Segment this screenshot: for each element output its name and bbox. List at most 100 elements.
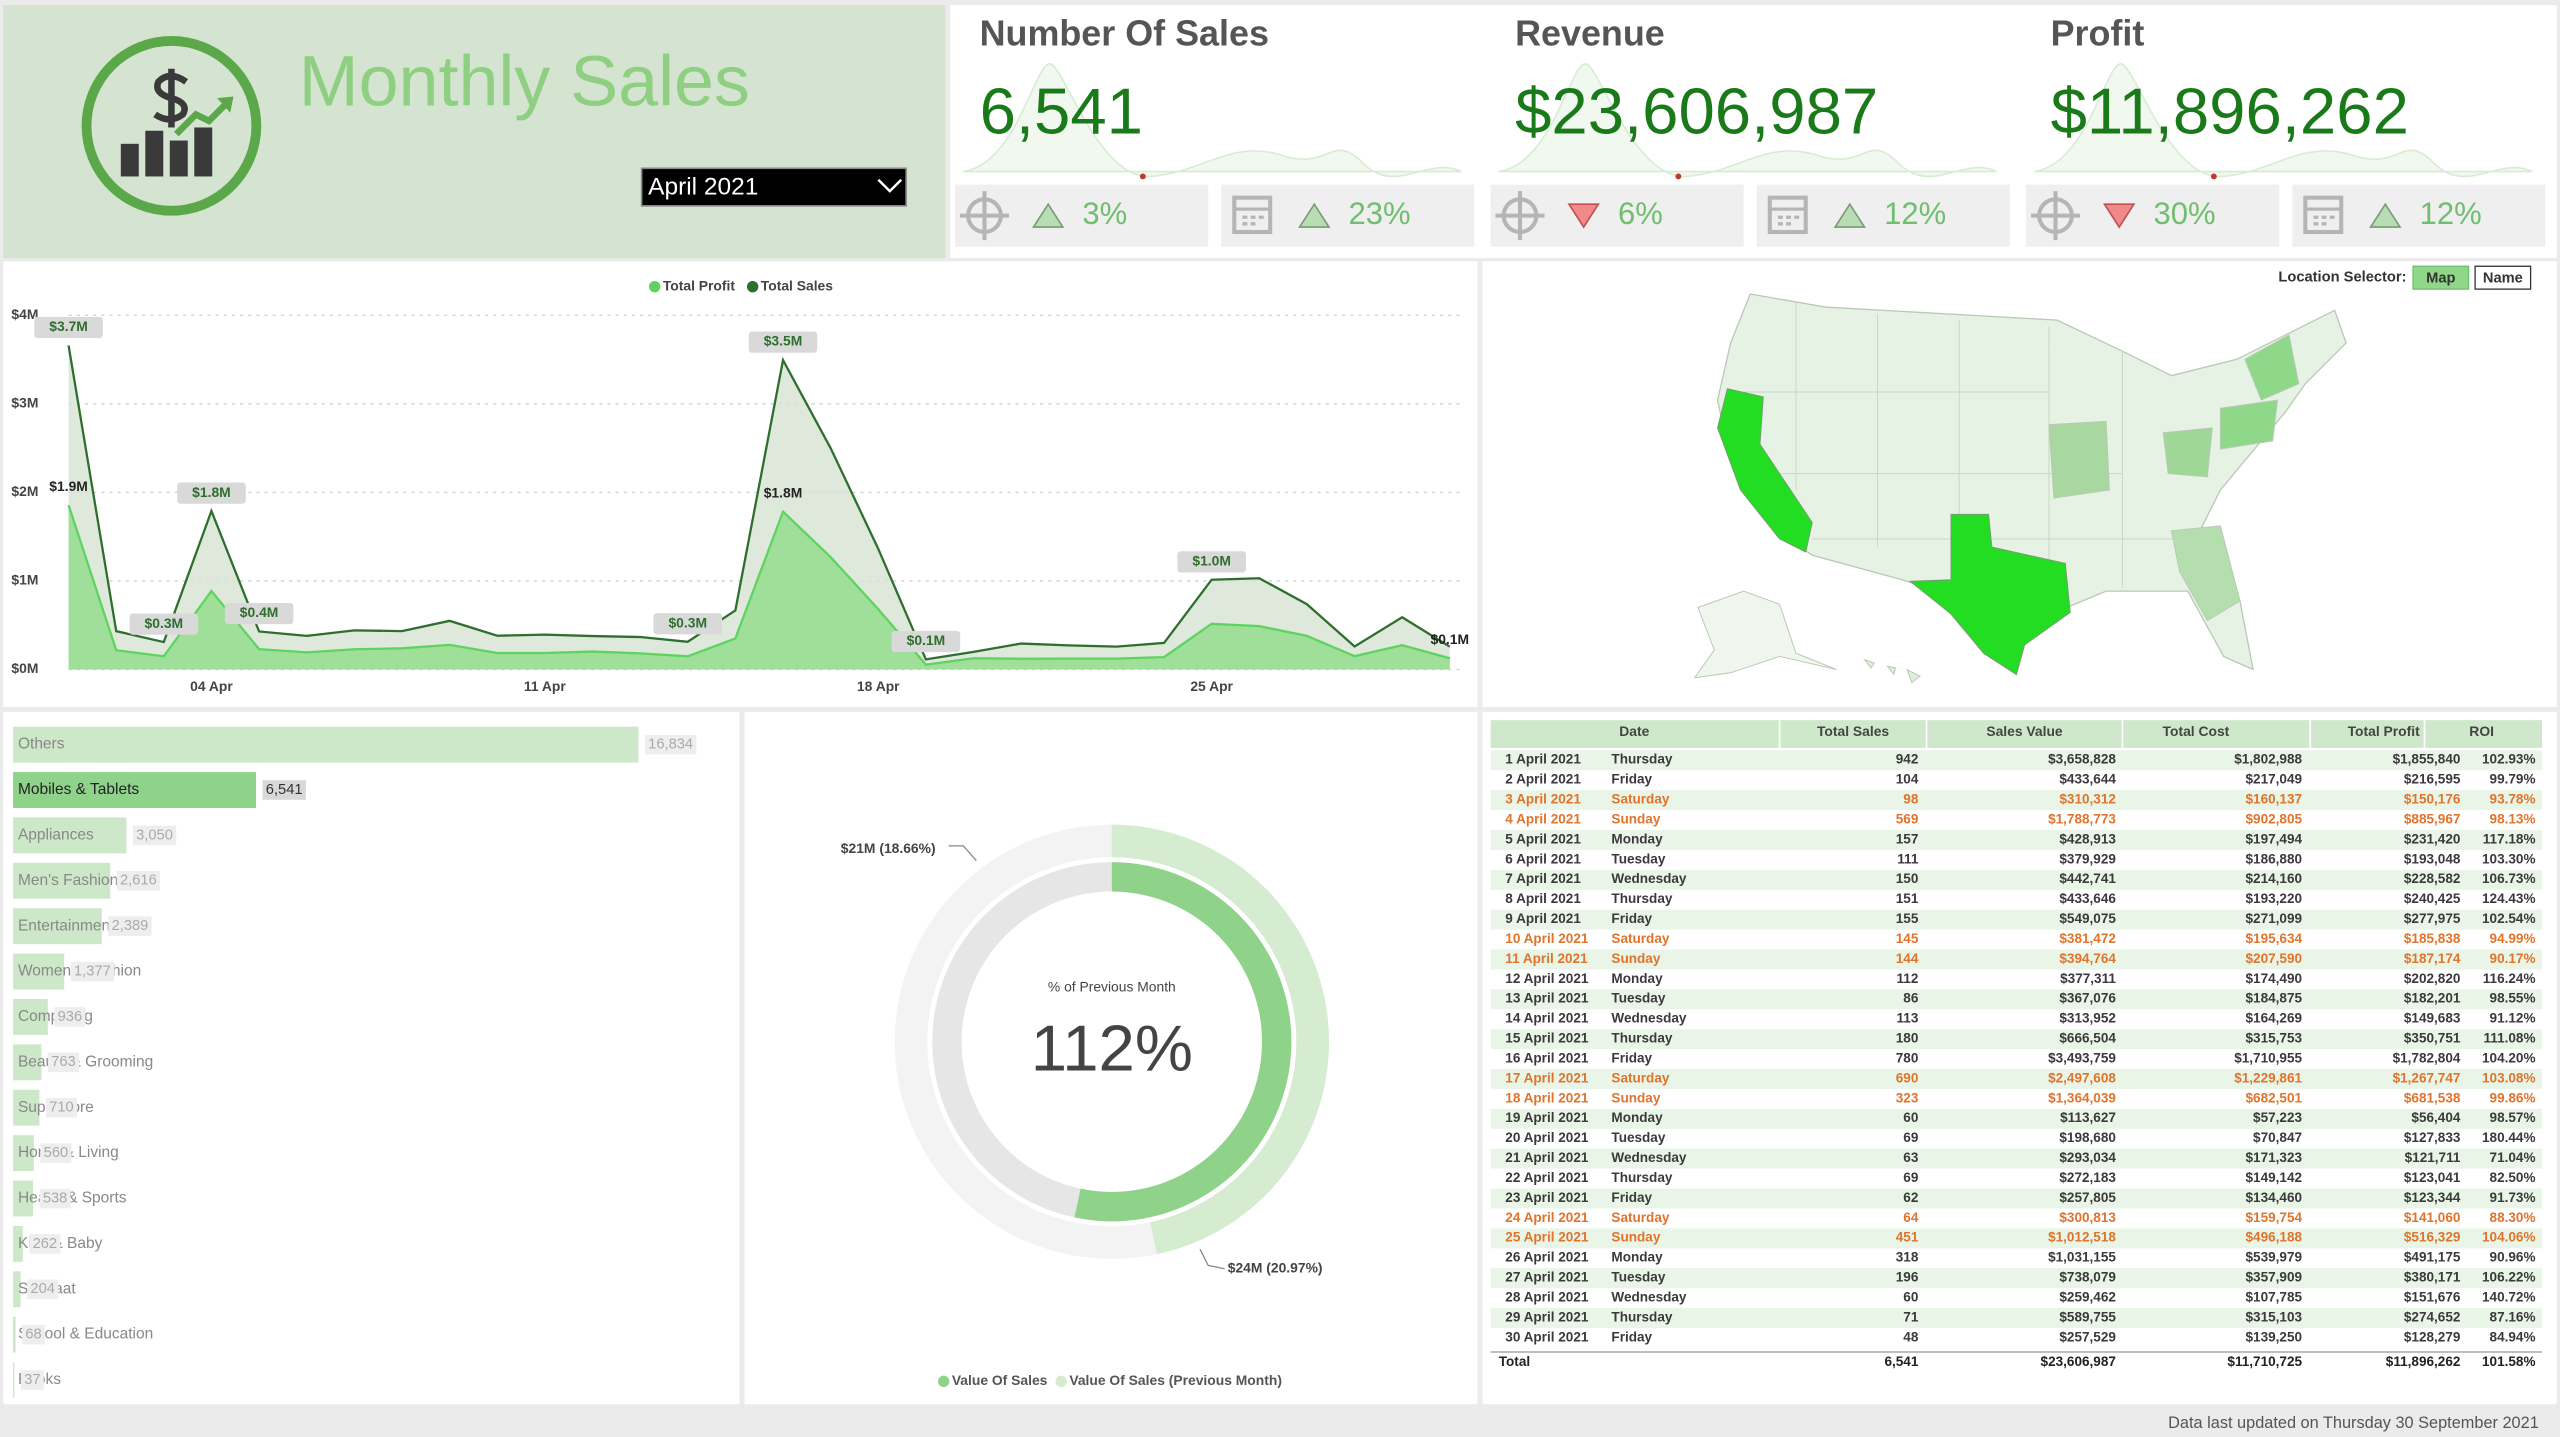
target-icon bbox=[1495, 191, 1545, 241]
table-cell: 90.96% bbox=[2490, 1250, 2536, 1265]
table-cell: 569 bbox=[1896, 811, 1919, 826]
period-value[interactable]: April 2021 bbox=[648, 173, 758, 200]
bar-value-box bbox=[47, 1052, 79, 1073]
table-cell: $1,855,840 bbox=[2393, 752, 2461, 767]
bar-value-box bbox=[132, 825, 177, 846]
target-icon bbox=[2031, 191, 2080, 241]
table-cell: 99.86% bbox=[2490, 1090, 2536, 1105]
sparkline bbox=[1498, 63, 1998, 178]
bar[interactable] bbox=[13, 1225, 23, 1262]
table-cell: $433,646 bbox=[2059, 891, 2116, 906]
table-cell: Tuesday bbox=[1611, 991, 1665, 1006]
row-band bbox=[1490, 869, 2543, 890]
table-cell: Saturday bbox=[1611, 1070, 1669, 1085]
bar-value-box bbox=[644, 734, 697, 755]
bar[interactable] bbox=[13, 817, 127, 854]
map-button-label[interactable]: Name bbox=[2483, 270, 2523, 286]
table-cell: $1,802,988 bbox=[2234, 752, 2302, 767]
bar[interactable] bbox=[13, 1135, 34, 1172]
bar[interactable] bbox=[13, 1316, 16, 1353]
bar-value-label: 710 bbox=[49, 1100, 74, 1116]
row-band bbox=[1490, 1308, 2543, 1328]
kpi-change: 12% bbox=[2420, 196, 2482, 231]
bar[interactable] bbox=[13, 726, 639, 763]
map-button-label[interactable]: Map bbox=[2426, 270, 2455, 286]
bar[interactable] bbox=[13, 1089, 40, 1126]
table-cell: $3,493,759 bbox=[2048, 1050, 2116, 1065]
calendar-icon bbox=[2305, 207, 2342, 226]
map-button[interactable] bbox=[2474, 265, 2532, 290]
table-cell: 14 April 2021 bbox=[1505, 1011, 1589, 1026]
table-cell: 21 April 2021 bbox=[1505, 1150, 1589, 1165]
bar[interactable] bbox=[13, 772, 257, 808]
bar-value-box bbox=[29, 1234, 61, 1254]
table-cell: $259,462 bbox=[2059, 1290, 2116, 1305]
bar-value-label: 936 bbox=[58, 1009, 83, 1025]
y-tick-label: $1M bbox=[11, 572, 38, 588]
table-cell: 4 April 2021 bbox=[1505, 811, 1581, 826]
table-cell: 690 bbox=[1896, 1070, 1919, 1085]
table-cell: $379,929 bbox=[2059, 851, 2116, 866]
data-label: $1.8M bbox=[192, 484, 231, 500]
bar-value-label: 37 bbox=[24, 1372, 40, 1388]
period-dropdown[interactable] bbox=[640, 167, 907, 207]
table-cell: 5 April 2021 bbox=[1505, 831, 1581, 846]
table-cell: $193,220 bbox=[2246, 891, 2303, 906]
bar[interactable] bbox=[13, 1180, 34, 1217]
table-cell: $367,076 bbox=[2059, 991, 2116, 1006]
table-cell: $159,754 bbox=[2246, 1210, 2303, 1225]
table-cell: Tuesday bbox=[1611, 851, 1665, 866]
table-cell: 8 April 2021 bbox=[1505, 891, 1581, 906]
column-header: Total Cost bbox=[2163, 723, 2230, 739]
bar-category: Men's Fashion bbox=[18, 872, 118, 889]
kpi-title: Revenue bbox=[1515, 13, 1665, 54]
table-cell: 15 April 2021 bbox=[1505, 1031, 1589, 1046]
kpi-change: 6% bbox=[1618, 196, 1663, 231]
table-cell: 71 bbox=[1903, 1309, 1919, 1324]
table-cell: 88.30% bbox=[2490, 1210, 2536, 1225]
table-cell: 84.94% bbox=[2490, 1329, 2536, 1344]
column-header: Total Sales bbox=[1817, 723, 1889, 739]
bar-value-box bbox=[39, 1188, 71, 1209]
table-cell: 60 bbox=[1903, 1110, 1918, 1125]
bar[interactable] bbox=[13, 953, 65, 990]
table-header bbox=[1490, 720, 2543, 748]
table-cell: 112 bbox=[1897, 971, 1919, 986]
bar[interactable] bbox=[13, 998, 48, 1035]
bar-value-box bbox=[116, 870, 161, 891]
data-label: $3.7M bbox=[49, 318, 88, 334]
kpi-change: 12% bbox=[1884, 196, 1946, 231]
table-cell: $257,529 bbox=[2059, 1329, 2116, 1344]
total-cell: 6,541 bbox=[1884, 1354, 1918, 1369]
row-band bbox=[1490, 750, 2543, 771]
row-band bbox=[1490, 1228, 2543, 1249]
table-cell: $377,311 bbox=[2060, 971, 2116, 986]
table-cell: $164,269 bbox=[2246, 1011, 2303, 1026]
y-tick-label: $3M bbox=[11, 394, 38, 410]
donut-center-label: % of Previous Month bbox=[1048, 979, 1176, 995]
table-cell: 942 bbox=[1896, 752, 1919, 767]
bar-value-box bbox=[45, 1097, 78, 1118]
sparkline bbox=[2034, 63, 2533, 178]
data-label-box bbox=[891, 630, 961, 653]
bar[interactable] bbox=[13, 862, 111, 899]
bar[interactable] bbox=[13, 908, 102, 945]
bar[interactable] bbox=[13, 1362, 15, 1399]
data-label: $0.3M bbox=[668, 614, 707, 630]
table-cell: 103.30% bbox=[2482, 851, 2535, 866]
kpi-title: Profit bbox=[2051, 13, 2145, 54]
table-cell: $357,909 bbox=[2246, 1270, 2303, 1285]
map-button[interactable] bbox=[2412, 265, 2470, 290]
table-cell: 113 bbox=[1897, 1011, 1919, 1026]
bar-value-box bbox=[70, 961, 115, 982]
table-cell: 124.43% bbox=[2482, 891, 2535, 906]
x-tick-label: 04 Apr bbox=[190, 678, 233, 694]
table-cell: Friday bbox=[1611, 1329, 1652, 1344]
bar[interactable] bbox=[13, 1271, 21, 1308]
x-tick-label: 25 Apr bbox=[1190, 678, 1233, 694]
bar-value-label: 262 bbox=[33, 1236, 58, 1252]
bar[interactable] bbox=[13, 1044, 42, 1081]
area-fill bbox=[68, 505, 1450, 670]
table-cell: $214,160 bbox=[2246, 871, 2303, 886]
table-cell: $1,788,773 bbox=[2048, 811, 2116, 826]
